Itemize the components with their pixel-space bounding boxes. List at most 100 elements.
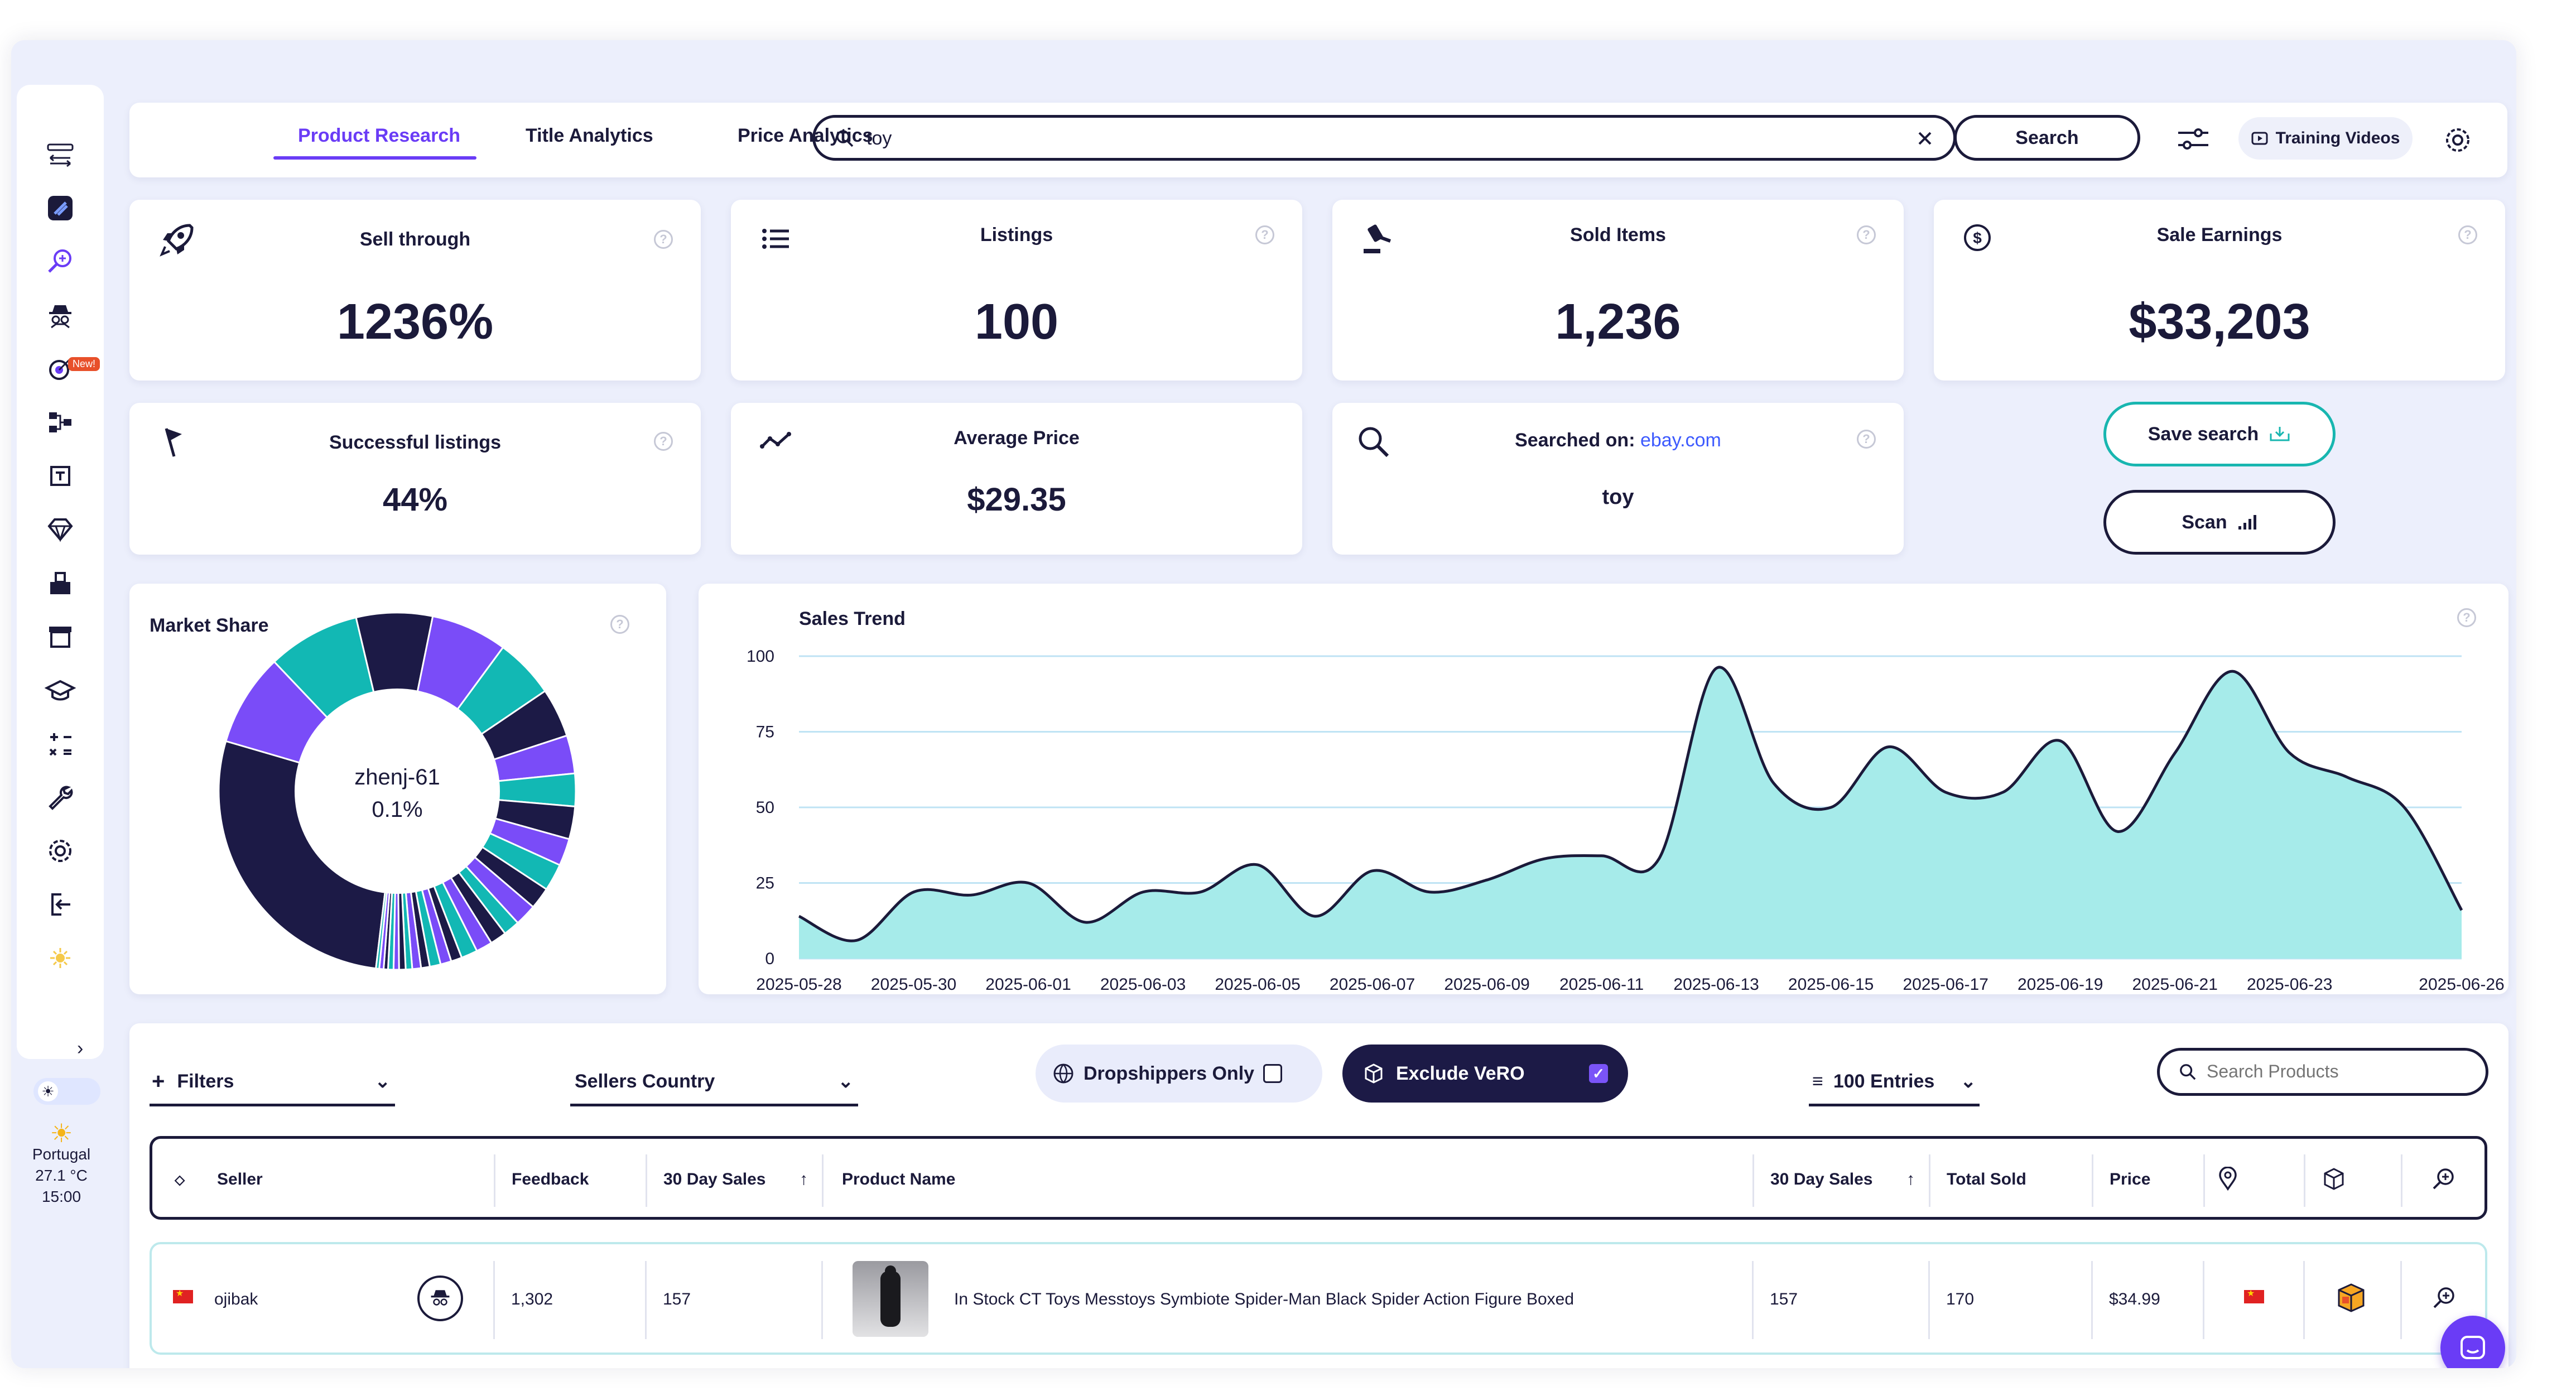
- seller-name[interactable]: ojibak: [214, 1290, 258, 1308]
- play-video-icon: [2251, 132, 2268, 145]
- sales-trend-card: Sales Trend ? 0 25 50 75 100 2025-05-28 2025-…: [699, 584, 2508, 994]
- search-input[interactable]: [865, 126, 1872, 151]
- header-seller[interactable]: Seller: [217, 1170, 263, 1188]
- search-button[interactable]: Search: [1954, 115, 2140, 161]
- average-price-title: Average Price: [954, 427, 1080, 449]
- x-tick-label: 2025-06-13: [1673, 975, 1759, 994]
- weather-sun-icon: ☀: [50, 1119, 73, 1148]
- column-divider: [821, 1261, 823, 1339]
- plus-icon: +: [152, 1068, 165, 1094]
- package-icon[interactable]: [2322, 1167, 2346, 1191]
- header-30-day-sales[interactable]: 30 Day Sales: [663, 1170, 766, 1188]
- column-divider: [2401, 1154, 2402, 1207]
- product-research-icon[interactable]: [41, 242, 80, 281]
- column-divider: [2400, 1261, 2402, 1339]
- successful-listings-help-icon[interactable]: ?: [654, 432, 673, 451]
- location-pin-icon[interactable]: [2218, 1167, 2238, 1191]
- listings-help-icon[interactable]: ?: [1255, 225, 1274, 244]
- search-products-input[interactable]: [2206, 1058, 2476, 1084]
- sold-items-help-icon[interactable]: ?: [1857, 225, 1876, 244]
- header-total-sold[interactable]: Total Sold: [1947, 1170, 2026, 1188]
- market-share-help-icon[interactable]: ?: [610, 615, 629, 634]
- archive-icon[interactable]: [41, 617, 80, 656]
- listings-card: Listings ? 100: [731, 200, 1302, 381]
- header-30-day-sales-right[interactable]: 30 Day Sales: [1770, 1170, 1873, 1188]
- settings-gear-icon[interactable]: [2443, 125, 2473, 155]
- tab-product-research[interactable]: Product Research: [298, 125, 460, 146]
- sale-earnings-help-icon[interactable]: ?: [2458, 225, 2477, 244]
- training-videos-button[interactable]: Training Videos: [2238, 117, 2413, 160]
- exclude-vero-checkbox[interactable]: ✓: [1589, 1064, 1608, 1083]
- searched-on-card: Searched on: ebay.com ? toy: [1332, 403, 1904, 555]
- list-icon: [762, 229, 789, 249]
- category-tree-icon[interactable]: [41, 403, 80, 442]
- title-builder-icon[interactable]: [41, 456, 80, 495]
- market-share-center-name: zhenj-61: [354, 765, 440, 790]
- sale-earnings-card: $ Sale Earnings ? $33,203: [1934, 200, 2505, 381]
- logo-icon[interactable]: [41, 189, 80, 228]
- zoom-in-icon[interactable]: [2431, 1286, 2456, 1310]
- sort-arrow-up-icon[interactable]: ↑: [1906, 1170, 1915, 1188]
- searched-on-title: Searched on: ebay.com: [1332, 430, 1904, 451]
- calculator-icon[interactable]: [41, 724, 80, 763]
- supplier-box-icon[interactable]: [2334, 1281, 2368, 1315]
- settings-icon[interactable]: [41, 831, 80, 870]
- average-price-card: Average Price $29.35: [731, 403, 1302, 555]
- sellers-country-dropdown[interactable]: Sellers Country ⌄: [570, 1059, 858, 1106]
- dropshippers-only-toggle[interactable]: Dropshippers Only: [1036, 1045, 1322, 1103]
- x-tick-label: 2025-06-15: [1788, 975, 1874, 994]
- sidebar: New! ›: [17, 85, 104, 1059]
- sell-through-card: Sell through ? 1236%: [129, 200, 701, 381]
- tools-icon[interactable]: [41, 778, 80, 817]
- market-share-title: Market Share: [150, 615, 269, 636]
- inbox-download-icon: [2270, 427, 2290, 441]
- save-search-button[interactable]: Save search: [2103, 402, 2336, 466]
- sale-earnings-title: Sale Earnings: [2156, 224, 2283, 246]
- logout-icon[interactable]: [41, 885, 80, 924]
- table-row[interactable]: ★ ojibak 1,302 157 In Stock CT Toys Mess…: [150, 1242, 2487, 1355]
- filter-sliders-icon[interactable]: [2176, 125, 2211, 153]
- header-feedback[interactable]: Feedback: [512, 1170, 589, 1188]
- product-thumbnail[interactable]: [853, 1261, 928, 1337]
- box-icon: [1365, 1063, 1383, 1084]
- sales-trend-help-icon[interactable]: ?: [2457, 608, 2476, 627]
- store-icon[interactable]: [41, 564, 80, 603]
- scan-label: Scan: [2182, 511, 2227, 533]
- product-name[interactable]: In Stock CT Toys Messtoys Symbiote Spide…: [954, 1290, 1575, 1308]
- column-divider: [493, 1261, 495, 1339]
- clear-search-icon[interactable]: [1917, 130, 1933, 147]
- header-price[interactable]: Price: [2110, 1170, 2151, 1188]
- y-tick-label: 100: [747, 647, 774, 666]
- chevron-down-icon: ⌄: [374, 1071, 391, 1092]
- chat-support-button[interactable]: [2440, 1316, 2505, 1368]
- zoom-in-icon[interactable]: [2431, 1167, 2455, 1191]
- competitor-spy-icon[interactable]: [41, 296, 80, 335]
- theme-toggle[interactable]: ☀: [33, 1078, 100, 1105]
- column-divider: [646, 1154, 647, 1207]
- diamond-icon[interactable]: [41, 510, 80, 549]
- exclude-vero-label: Exclude VeRO: [1396, 1062, 1525, 1084]
- sort-icon[interactable]: ⬦: [175, 1171, 185, 1188]
- searched-on-site-link[interactable]: ebay.com: [1640, 430, 1721, 451]
- searched-on-query: toy: [1602, 485, 1634, 509]
- market-share-center-value: 0.1%: [372, 797, 423, 822]
- china-flag-icon: ★: [173, 1289, 193, 1303]
- searched-on-help-icon[interactable]: ?: [1857, 430, 1876, 449]
- exclude-vero-toggle[interactable]: Exclude VeRO ✓: [1342, 1045, 1628, 1103]
- column-divider: [2092, 1154, 2093, 1207]
- x-tick-label: 2025-06-21: [2132, 975, 2217, 994]
- entries-dropdown[interactable]: ≡ 100 Entries ⌄: [1809, 1059, 1980, 1106]
- filters-dropdown[interactable]: + Filters ⌄: [150, 1059, 395, 1106]
- expand-sidebar-icon[interactable]: ›: [77, 1038, 84, 1059]
- toggle-sidebar-icon[interactable]: [41, 135, 80, 174]
- scan-button[interactable]: Scan: [2103, 490, 2336, 555]
- dropshippers-checkbox[interactable]: [1263, 1064, 1283, 1083]
- tab-title-analytics[interactable]: Title Analytics: [526, 125, 653, 146]
- column-divider: [822, 1154, 824, 1207]
- sell-through-help-icon[interactable]: ?: [654, 230, 673, 249]
- competitor-spy-button[interactable]: [417, 1276, 463, 1321]
- top-bar: Product Research Title Analytics Price A…: [129, 103, 2507, 177]
- academy-icon[interactable]: [41, 671, 80, 710]
- header-product-name[interactable]: Product Name: [842, 1170, 956, 1188]
- sort-arrow-up-icon[interactable]: ↑: [800, 1170, 808, 1188]
